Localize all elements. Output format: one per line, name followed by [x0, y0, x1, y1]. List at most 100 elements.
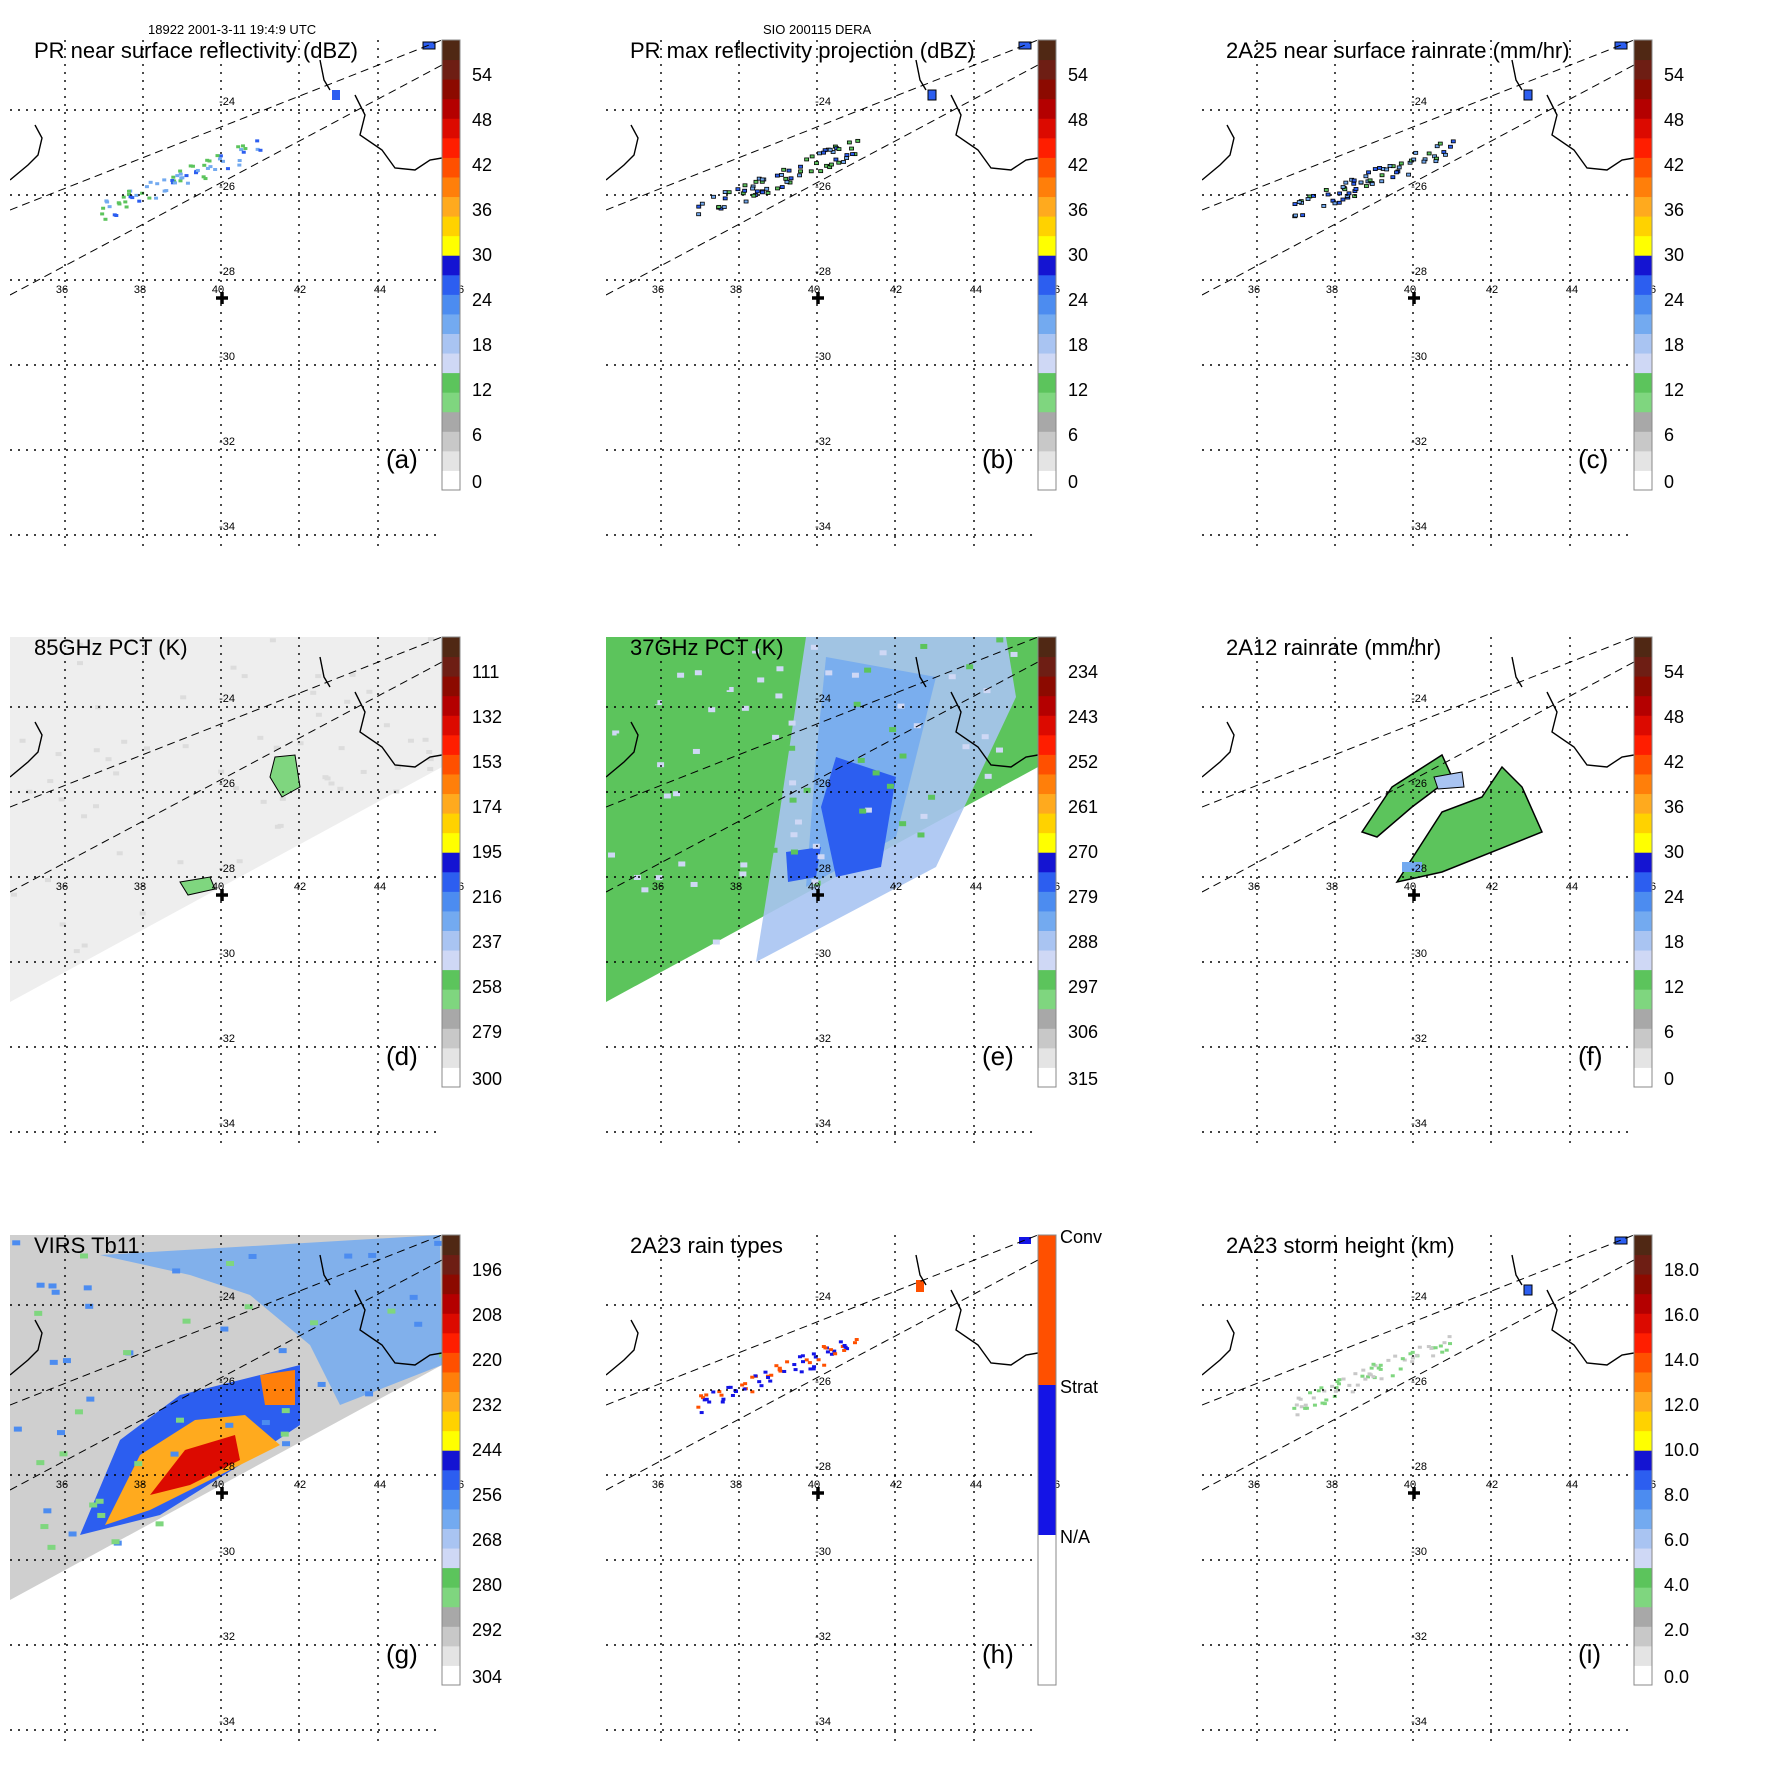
colorbar-band [1634, 891, 1652, 912]
colorbar-label: 216 [472, 887, 502, 907]
echo-pixel [1448, 144, 1453, 149]
pct37-pixel [673, 791, 681, 797]
echo-pixel [221, 159, 226, 163]
colorbar-band [1038, 157, 1056, 178]
raintype-pixel [916, 1280, 924, 1292]
colorbar-band [1038, 969, 1056, 990]
colorbar-label: 6 [1664, 425, 1674, 445]
pct37-pixel [620, 870, 628, 876]
echo-pixel [1369, 182, 1375, 186]
pct85-pixel [182, 744, 189, 749]
lon-tick-label: 38 [134, 1479, 146, 1491]
pct85-pixel [393, 789, 400, 794]
lat-tick-label: -32 [815, 1631, 831, 1643]
colorbar-label: 16.0 [1664, 1305, 1699, 1325]
colorbar-band [1634, 1047, 1652, 1068]
raintype-pixel [811, 1367, 816, 1371]
colorbar-label: 292 [472, 1620, 502, 1640]
colorbar-band [442, 656, 460, 677]
colorbar-label: 0.0 [1664, 1667, 1689, 1687]
lat-tick-label: -28 [815, 266, 831, 278]
pct85-pixel [427, 757, 434, 762]
colorbar-band [1038, 431, 1056, 452]
colorbar-band [1634, 313, 1652, 334]
echo-pixel [126, 193, 131, 197]
virs-pixel [79, 1253, 88, 1259]
pct85-pixel [26, 789, 33, 794]
echo-pixel [155, 182, 160, 186]
pct37-pixel [872, 770, 880, 776]
lon-tick-label: 36 [1248, 881, 1260, 893]
map-h [606, 1235, 1038, 1745]
colorbar-label: 252 [1068, 752, 1098, 772]
lat-tick-label: -34 [219, 521, 235, 533]
colorbar-band [1634, 1067, 1652, 1088]
colorbar-band [1038, 676, 1056, 697]
raintype-pixel [812, 1365, 817, 1369]
colorbar-band [1038, 1235, 1056, 1385]
colorbar-band [1038, 40, 1056, 61]
colorbar-band [1634, 470, 1652, 491]
echo-pixel [1323, 188, 1329, 192]
pct85-pixel [10, 892, 17, 897]
colorbar-label: 30 [472, 245, 492, 265]
echo-pixel [1293, 213, 1298, 218]
panel-label: (b) [982, 444, 1014, 474]
raintype-pixel [821, 1345, 826, 1349]
coastline [1202, 124, 1235, 181]
lat-tick-label: -30 [219, 948, 235, 960]
echo-pixel [1353, 187, 1359, 191]
echo-pixel [1371, 1362, 1376, 1366]
colorbar-label: 14.0 [1664, 1350, 1699, 1370]
lat-tick-label: -34 [219, 1716, 235, 1728]
echo-pixel [829, 162, 834, 167]
pr-swath-edge [606, 1259, 1038, 1491]
pct37-pixel [864, 667, 872, 673]
pct37-pixel [1000, 738, 1008, 744]
echo-pixel [1351, 181, 1357, 186]
coastline [1546, 94, 1634, 171]
pct85-pixel [218, 769, 225, 774]
lat-tick-label: -32 [815, 1033, 831, 1045]
colorbar-band [442, 235, 460, 256]
lon-tick-label: 44 [374, 284, 386, 296]
echo-pixel [128, 195, 133, 199]
echo-pixel [1361, 1368, 1366, 1372]
colorbar-band [1038, 773, 1056, 795]
echo-pixel [1343, 180, 1349, 185]
echo-pixel [1379, 179, 1385, 184]
colorbar-band [442, 715, 460, 736]
colorbar-frame [1633, 636, 1653, 1088]
echo-pixel [205, 166, 210, 170]
pct85-pixel [394, 765, 401, 770]
coastline [606, 1319, 639, 1376]
colorbar-label: 132 [472, 707, 502, 727]
pct37-pixel [671, 652, 679, 658]
raintype-pixel [800, 1354, 805, 1358]
echo-pixel [195, 168, 200, 172]
virs-pixel [172, 1268, 181, 1274]
map-f [1202, 637, 1634, 1147]
colorbar-band [442, 333, 460, 354]
colorbar-label: 234 [1068, 662, 1098, 682]
raintype-pixel [778, 1369, 783, 1373]
virs-pixel [123, 1350, 132, 1356]
colorbar-band [442, 852, 460, 873]
pr-swath-edge [10, 64, 442, 296]
echo-pixel [814, 161, 819, 166]
echo-pixel [185, 181, 190, 185]
map-i [1202, 1235, 1634, 1745]
virs-pixel [155, 1521, 164, 1527]
raintype-pixel [742, 1387, 747, 1391]
orbit-timestamp: 18922 2001-3-11 19:4:9 UTC [148, 22, 317, 37]
colorbar-label: 268 [472, 1530, 502, 1550]
colorbar-band [1634, 1548, 1652, 1569]
echo-pixel [1332, 201, 1338, 206]
colorbar-label: 6 [472, 425, 482, 445]
echo-pixel [1330, 1384, 1335, 1388]
pct85-pixel [427, 637, 434, 642]
coastline [1511, 656, 1523, 688]
pr-swath-edge [606, 661, 1038, 893]
